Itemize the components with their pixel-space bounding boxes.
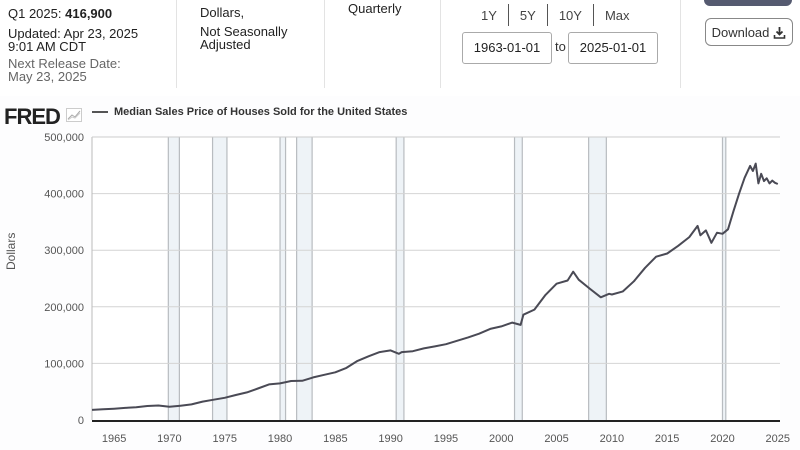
y-axis-label: Dollars	[4, 232, 18, 270]
edit-graph-button[interactable]	[704, 0, 792, 6]
units-line-3: Adjusted	[200, 37, 251, 52]
date-to-input[interactable]	[568, 32, 658, 64]
units-line-2: Not Seasonally	[200, 24, 288, 39]
next-release-label: Next Release Date:	[8, 56, 121, 71]
range-1y-button[interactable]: 1Y	[481, 7, 497, 23]
chart-legend: Median Sales Price of Houses Sold for th…	[92, 106, 407, 118]
fred-logo: FRED	[4, 104, 61, 129]
range-10y-button[interactable]: 10Y	[558, 7, 582, 23]
divider	[176, 0, 177, 88]
frequency-info: Quarterly	[348, 2, 401, 90]
chart-area	[0, 96, 800, 450]
date-from-input[interactable]	[462, 32, 552, 64]
units-line-1: Dollars,	[200, 5, 245, 20]
separator	[546, 4, 548, 26]
series-info-bar: Q1 2025: 416,900 Updated: Apr 23, 2025 9…	[0, 0, 800, 92]
divider	[680, 0, 681, 88]
units-info: Dollars, Not Seasonally Adjusted	[200, 6, 287, 94]
divider	[324, 0, 325, 88]
range-buttons: 1Y 5Y 10Y Max	[470, 4, 641, 26]
download-label: Download	[711, 24, 770, 40]
next-release-date: May 23, 2025	[8, 69, 87, 84]
latest-observation: Q1 2025: 416,900 Updated: Apr 23, 2025 9…	[8, 4, 138, 92]
latest-value: 416,900	[65, 6, 113, 21]
download-button[interactable]: Download	[705, 18, 793, 46]
latest-label: Q1 2025:	[8, 6, 62, 21]
frequency-value: Quarterly	[348, 1, 402, 16]
updated-time: 9:01 AM CDT	[8, 39, 87, 54]
range-5y-button[interactable]: 5Y	[519, 7, 536, 23]
divider	[440, 0, 441, 88]
separator	[592, 4, 594, 26]
range-max-button[interactable]: Max	[604, 7, 630, 23]
legend-swatch	[92, 111, 108, 113]
chart-title: Median Sales Price of Houses Sold for th…	[114, 106, 408, 118]
updated-date: Updated: Apr 23, 2025	[8, 26, 139, 41]
download-icon	[774, 26, 786, 39]
separator	[507, 4, 509, 26]
to-label: to	[555, 39, 566, 54]
chart-line-icon	[66, 108, 82, 122]
